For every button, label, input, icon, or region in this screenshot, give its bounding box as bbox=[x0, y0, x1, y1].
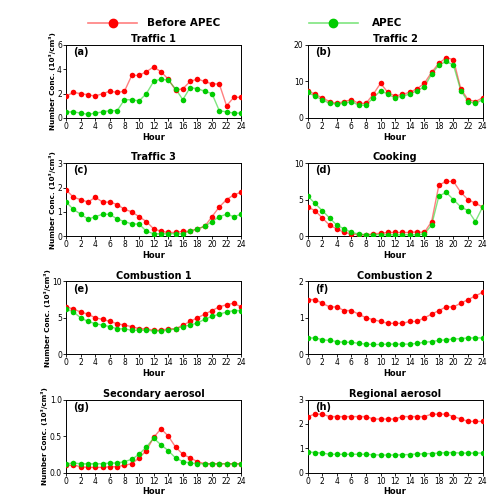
Title: Cooking: Cooking bbox=[373, 152, 417, 162]
Y-axis label: Number Conc. (10³/cm³): Number Conc. (10³/cm³) bbox=[49, 150, 56, 248]
X-axis label: Hour: Hour bbox=[384, 369, 407, 378]
Text: (c): (c) bbox=[73, 166, 88, 175]
X-axis label: Hour: Hour bbox=[142, 487, 165, 496]
Y-axis label: Number Conc. (10³/cm³): Number Conc. (10³/cm³) bbox=[44, 269, 51, 367]
Text: (g): (g) bbox=[73, 402, 89, 411]
Title: Regional aerosol: Regional aerosol bbox=[349, 389, 441, 399]
X-axis label: Hour: Hour bbox=[384, 250, 407, 260]
Text: (a): (a) bbox=[73, 47, 89, 57]
Text: Before APEC: Before APEC bbox=[147, 18, 220, 28]
Y-axis label: Number Conc. (10³/cm³): Number Conc. (10³/cm³) bbox=[49, 32, 56, 130]
Y-axis label: Number Conc. (10³/cm³): Number Conc. (10³/cm³) bbox=[42, 387, 49, 485]
Text: (d): (d) bbox=[315, 166, 331, 175]
X-axis label: Hour: Hour bbox=[384, 487, 407, 496]
Title: Secondary aerosol: Secondary aerosol bbox=[103, 389, 204, 399]
X-axis label: Hour: Hour bbox=[142, 250, 165, 260]
X-axis label: Hour: Hour bbox=[384, 132, 407, 141]
Text: (f): (f) bbox=[315, 284, 328, 294]
X-axis label: Hour: Hour bbox=[142, 132, 165, 141]
Title: Traffic 2: Traffic 2 bbox=[373, 34, 417, 44]
Title: Combustion 2: Combustion 2 bbox=[357, 270, 433, 280]
Text: (e): (e) bbox=[73, 284, 89, 294]
Text: (b): (b) bbox=[315, 47, 331, 57]
Title: Combustion 1: Combustion 1 bbox=[116, 270, 192, 280]
X-axis label: Hour: Hour bbox=[142, 369, 165, 378]
Title: Traffic 3: Traffic 3 bbox=[131, 152, 176, 162]
Text: (h): (h) bbox=[315, 402, 331, 411]
Text: APEC: APEC bbox=[372, 18, 403, 28]
Title: Traffic 1: Traffic 1 bbox=[131, 34, 176, 44]
